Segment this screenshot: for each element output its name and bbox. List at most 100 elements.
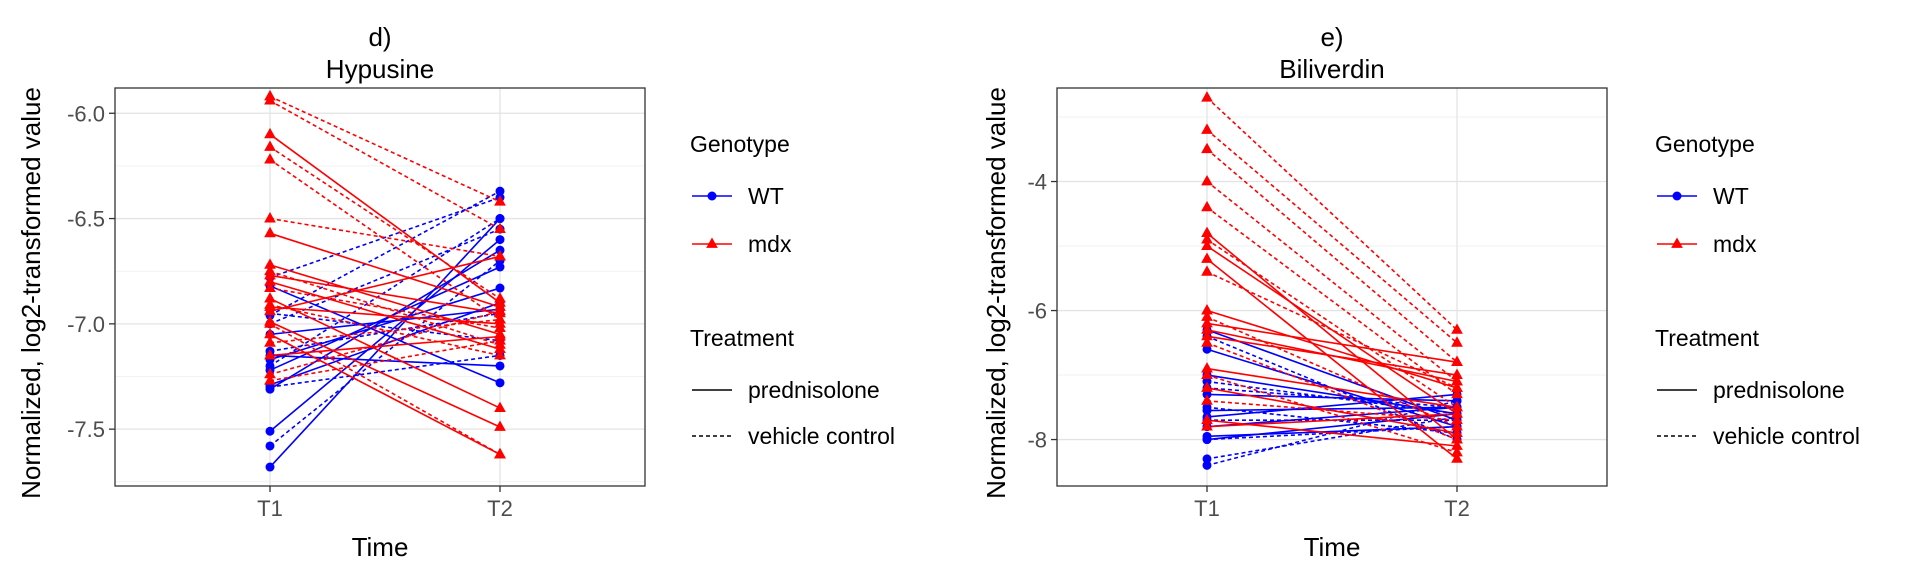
series-line-wt bbox=[1206, 393, 1458, 418]
data-point-wt bbox=[1202, 402, 1212, 412]
data-point-wt bbox=[1202, 454, 1212, 464]
data-point-wt bbox=[495, 214, 505, 224]
data-point-mdx bbox=[1201, 310, 1213, 321]
legend-circle-icon bbox=[1672, 191, 1682, 201]
data-point-mdx bbox=[1201, 316, 1213, 328]
data-point-wt bbox=[265, 382, 275, 392]
plot-border bbox=[114, 87, 646, 487]
series-line-mdx bbox=[269, 323, 501, 456]
series-line-mdx bbox=[269, 297, 501, 409]
x-axis-label: Time bbox=[1304, 532, 1361, 562]
data-point-mdx bbox=[1201, 252, 1213, 263]
series-line-mdx bbox=[269, 310, 501, 376]
y-tick-label: -6.5 bbox=[67, 207, 105, 232]
data-point-mdx bbox=[494, 195, 506, 206]
series-line-mdx bbox=[269, 335, 501, 357]
data-point-mdx bbox=[1451, 368, 1463, 379]
data-point-mdx bbox=[1451, 381, 1463, 392]
data-point-mdx bbox=[1201, 368, 1213, 379]
data-point-mdx bbox=[1201, 200, 1213, 212]
series-line-wt bbox=[269, 312, 501, 342]
series-line-mdx bbox=[1206, 180, 1458, 383]
data-point-mdx bbox=[1201, 175, 1213, 186]
panel-0: -6.0 -6.5 -7.0 -7.5 T1 T2 d)Hypusine Time Normal… bbox=[16, 22, 895, 562]
series-line-mdx bbox=[1206, 316, 1458, 428]
data-point-mdx bbox=[1451, 400, 1463, 412]
series-line-mdx bbox=[1206, 238, 1458, 408]
panel-label: e) bbox=[1320, 22, 1343, 52]
x-tick-label: T2 bbox=[1444, 496, 1470, 521]
series-line-mdx bbox=[269, 95, 501, 203]
legend-title-treatment: Treatment bbox=[1655, 325, 1760, 351]
legend-circle-icon bbox=[707, 191, 717, 201]
data-point-mdx bbox=[1451, 407, 1463, 418]
data-point-mdx bbox=[264, 275, 276, 286]
series-line-mdx bbox=[269, 133, 501, 304]
data-point-mdx bbox=[1451, 452, 1463, 463]
data-point-mdx bbox=[264, 264, 276, 276]
series-line-mdx bbox=[269, 304, 501, 357]
legend-item-label: mdx bbox=[1713, 231, 1757, 257]
data-point-mdx bbox=[1451, 413, 1463, 425]
data-point-mdx bbox=[264, 336, 276, 347]
x-tick-label: T1 bbox=[257, 496, 283, 521]
data-point-wt bbox=[265, 361, 275, 371]
data-point-mdx bbox=[1201, 123, 1213, 134]
data-point-mdx bbox=[264, 298, 276, 309]
data-point-mdx bbox=[1451, 387, 1463, 399]
legend-item-label: vehicle control bbox=[1713, 423, 1860, 449]
data-point-mdx bbox=[494, 447, 506, 459]
data-point-mdx bbox=[264, 374, 276, 385]
data-point-wt bbox=[495, 283, 505, 293]
data-point-mdx bbox=[264, 94, 276, 105]
series-line-mdx bbox=[269, 339, 501, 382]
series-line-mdx bbox=[269, 146, 501, 300]
data-point-mdx bbox=[1201, 413, 1213, 425]
data-point-mdx bbox=[1201, 420, 1213, 431]
data-point-mdx bbox=[264, 348, 276, 360]
data-point-wt bbox=[1202, 344, 1212, 354]
y-tick-label: -4 bbox=[1027, 170, 1047, 195]
series-line-wt bbox=[269, 302, 501, 386]
series-line-mdx bbox=[269, 158, 501, 321]
y-tick-label: -6 bbox=[1027, 299, 1047, 324]
legend-triangle-icon bbox=[1671, 237, 1683, 248]
series-line-mdx bbox=[269, 270, 501, 346]
series-line-wt bbox=[269, 354, 501, 367]
legend-item-label: vehicle control bbox=[748, 423, 895, 449]
x-axis-label: Time bbox=[352, 532, 409, 562]
data-point-mdx bbox=[494, 313, 506, 324]
data-point-mdx bbox=[264, 226, 276, 238]
data-point-mdx bbox=[1451, 323, 1463, 334]
data-point-mdx bbox=[264, 258, 276, 269]
series-line-mdx bbox=[1206, 374, 1458, 454]
panel-1: -4 -6 -8 T1 T2 e)Biliverdin Time Normalized, lo… bbox=[981, 22, 1860, 562]
data-point-wt bbox=[265, 441, 275, 451]
data-point-mdx bbox=[1451, 355, 1463, 367]
series-line-wt bbox=[1206, 406, 1458, 428]
y-tick-label: -7.5 bbox=[67, 417, 105, 442]
panel-label: d) bbox=[368, 22, 391, 52]
series-line-mdx bbox=[1206, 387, 1458, 434]
data-point-wt bbox=[495, 378, 505, 388]
data-point-mdx bbox=[1201, 142, 1213, 154]
data-point-mdx bbox=[1201, 394, 1213, 405]
data-point-mdx bbox=[1201, 91, 1213, 102]
data-point-mdx bbox=[1201, 304, 1213, 315]
data-point-mdx bbox=[494, 292, 506, 303]
data-point-wt bbox=[495, 235, 505, 245]
y-tick-label: -6.0 bbox=[67, 101, 105, 126]
data-point-wt bbox=[495, 361, 505, 371]
data-point-mdx bbox=[494, 420, 506, 431]
data-point-wt bbox=[265, 462, 275, 472]
series-line-wt bbox=[269, 287, 501, 361]
plot-background bbox=[115, 88, 645, 486]
data-point-mdx bbox=[1201, 226, 1213, 238]
series-line-mdx bbox=[1206, 206, 1458, 396]
data-point-mdx bbox=[1201, 323, 1213, 334]
series-line-mdx bbox=[1206, 342, 1458, 441]
series-line-mdx bbox=[1206, 309, 1458, 389]
data-point-mdx bbox=[1201, 381, 1213, 392]
series-line-mdx bbox=[269, 287, 501, 329]
